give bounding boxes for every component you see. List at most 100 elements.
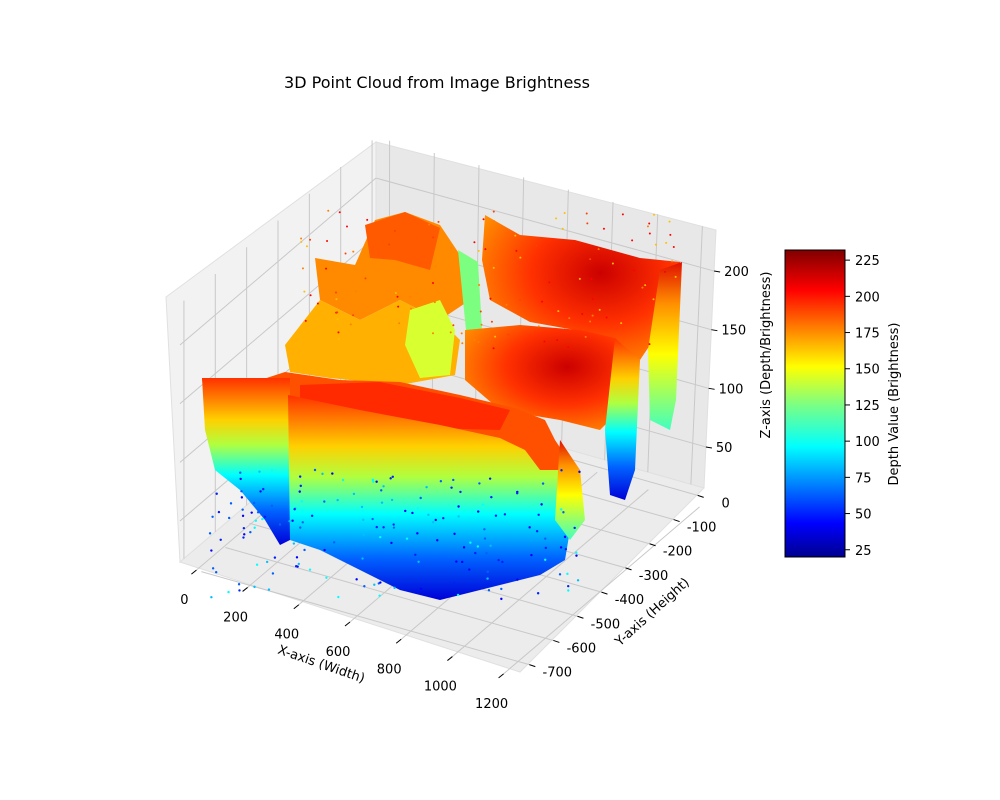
scatter-point xyxy=(674,275,677,278)
x-tick-label: 200 xyxy=(223,610,248,625)
scatter-point xyxy=(591,297,594,300)
x-tick-mark xyxy=(293,604,300,610)
scatter-point xyxy=(479,310,482,313)
scatter-point xyxy=(261,517,264,521)
scatter-point xyxy=(388,243,391,246)
scatter-point xyxy=(530,553,533,557)
scatter-point xyxy=(519,298,522,301)
scatter-point xyxy=(489,544,492,547)
scatter-point xyxy=(382,526,385,529)
scatter-point xyxy=(573,526,576,530)
scatter-point xyxy=(267,588,271,591)
scatter-point xyxy=(497,558,500,562)
scatter-point xyxy=(361,509,364,512)
scatter-point xyxy=(648,222,651,225)
scatter-point xyxy=(355,578,358,581)
scatter-point xyxy=(210,549,213,552)
scatter-point xyxy=(301,521,304,524)
surface-back-left-ridge xyxy=(365,212,440,270)
scatter-point xyxy=(325,576,328,579)
z-tick-label: 150 xyxy=(721,324,746,339)
scatter-point xyxy=(456,593,460,597)
scatter-point xyxy=(323,500,326,503)
scatter-point xyxy=(326,240,329,243)
scatter-point xyxy=(560,508,563,511)
scatter-point xyxy=(227,590,230,594)
scatter-point xyxy=(478,482,481,485)
z-tick-mark xyxy=(708,387,715,390)
wall-front xyxy=(288,395,575,600)
point-cloud xyxy=(202,209,682,601)
scatter-point xyxy=(378,594,381,597)
scatter-point xyxy=(416,532,419,535)
scatter-point xyxy=(459,490,462,494)
scatter-point xyxy=(631,239,634,242)
x-tick-label: 600 xyxy=(326,645,351,660)
scatter-point xyxy=(255,563,259,566)
scatter-point xyxy=(585,212,588,215)
scatter-point xyxy=(598,308,601,311)
wall-back-right xyxy=(648,262,682,430)
scatter-point xyxy=(309,238,312,241)
scatter-point xyxy=(437,220,440,223)
scatter-point xyxy=(488,477,492,480)
y-tick-mark xyxy=(649,543,656,547)
scatter-point xyxy=(382,485,385,488)
scatter-point xyxy=(427,513,430,517)
scatter-point xyxy=(589,258,592,261)
scatter-point xyxy=(405,537,409,540)
scatter-point xyxy=(379,581,382,584)
scatter-point xyxy=(390,541,393,545)
scatter-point xyxy=(515,491,519,495)
scatter-point xyxy=(417,560,420,563)
scatter-point xyxy=(352,492,356,496)
x-tick-mark xyxy=(447,656,453,661)
scatter-point xyxy=(237,583,241,586)
scatter-point xyxy=(562,511,565,514)
scatter-point xyxy=(462,546,466,549)
scatter-point xyxy=(299,526,302,529)
z-axis-label: Z-axis (Depth/Brightness) xyxy=(759,272,774,439)
scatter-point xyxy=(560,469,563,472)
scatter-point xyxy=(618,342,621,345)
scatter-point xyxy=(331,472,334,475)
scatter-point xyxy=(242,526,246,530)
surface-mid-left-yellow xyxy=(405,300,455,378)
scatter-point xyxy=(362,518,365,522)
scatter-point xyxy=(303,548,306,552)
scatter-point xyxy=(294,564,298,568)
y-tick-mark xyxy=(577,615,584,619)
scatter-point xyxy=(514,234,517,237)
scatter-point xyxy=(404,509,407,513)
wall-mid-right xyxy=(605,338,640,500)
scatter-point xyxy=(487,588,491,592)
scatter-point xyxy=(492,266,495,269)
scatter-point xyxy=(486,577,489,580)
scatter-point xyxy=(344,252,347,255)
y-tick-mark xyxy=(553,639,560,643)
scatter-point xyxy=(373,583,376,586)
scatter-point xyxy=(450,486,453,489)
scatter-point xyxy=(507,333,510,336)
scatter-point xyxy=(563,535,567,539)
colorbar-gradient xyxy=(784,249,846,558)
y-tick-mark xyxy=(529,664,536,668)
scatter-point xyxy=(316,302,319,305)
scatter-point xyxy=(341,478,345,482)
scatter-point xyxy=(490,320,493,323)
scatter-point xyxy=(519,256,522,259)
scatter-point xyxy=(335,298,338,301)
scatter-point xyxy=(589,320,592,323)
scatter-point xyxy=(303,290,306,293)
y-gridline xyxy=(225,546,554,641)
scatter-point xyxy=(644,284,647,287)
scatter-point xyxy=(566,572,569,576)
scatter-point xyxy=(300,500,303,503)
scatter-point xyxy=(578,470,581,474)
scatter-point xyxy=(254,519,258,522)
scatter-point xyxy=(452,324,455,327)
x-tick-label: 1000 xyxy=(424,680,457,695)
scatter-point xyxy=(409,295,412,298)
x-tick-label: 400 xyxy=(274,628,299,643)
scatter-point xyxy=(278,523,282,526)
